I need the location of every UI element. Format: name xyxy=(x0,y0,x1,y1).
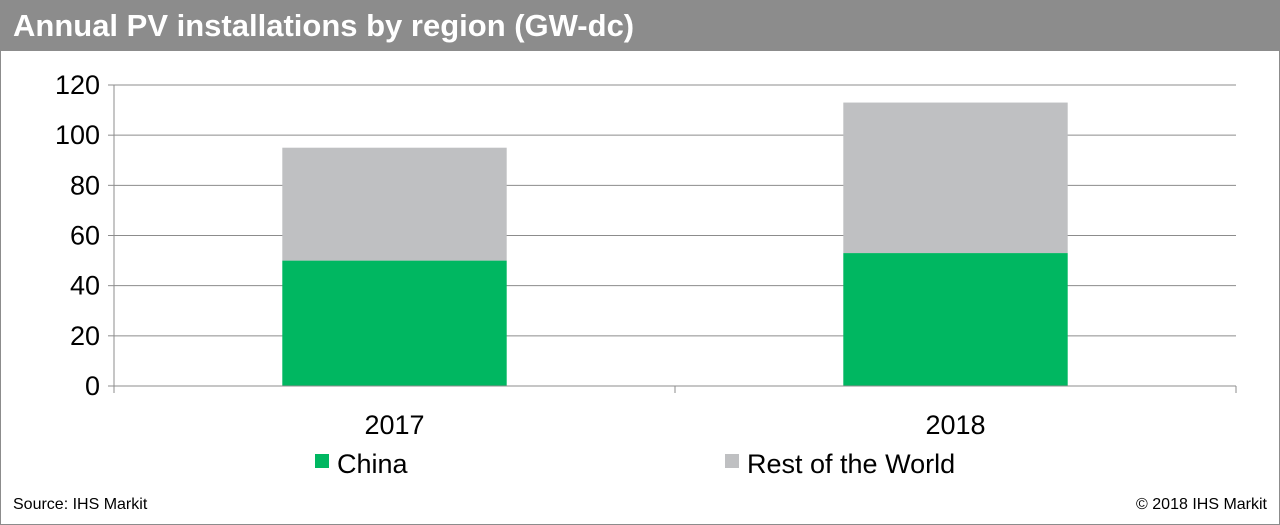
x-tick-label: 2018 xyxy=(925,410,985,440)
legend-swatch xyxy=(315,454,329,468)
axes: 0 20 40 60 80 100 120 2017 2018 xyxy=(55,70,1237,440)
y-tick-label: 100 xyxy=(55,120,100,150)
bars xyxy=(282,102,1068,386)
bar-china-2017 xyxy=(282,260,507,386)
x-tick-label: 2017 xyxy=(364,410,424,440)
source-note: Source: IHS Markit xyxy=(13,496,148,513)
legend-label: China xyxy=(337,449,409,479)
y-tick-label: 20 xyxy=(70,321,100,351)
y-tick-label: 80 xyxy=(70,170,100,200)
bar-rest-of-the-world-2017 xyxy=(282,147,507,261)
legend: China Rest of the World xyxy=(315,449,955,479)
chart-title: Annual PV installations by region (GW-dc… xyxy=(13,8,635,43)
y-tick-label: 40 xyxy=(70,271,100,301)
bar-china-2018 xyxy=(843,253,1068,386)
y-tick-label: 120 xyxy=(55,70,100,100)
y-tick-label: 60 xyxy=(70,221,100,251)
y-tick-label: 0 xyxy=(85,371,100,401)
bar-rest-of-the-world-2018 xyxy=(843,102,1068,254)
copyright-note: © 2018 IHS Markit xyxy=(1136,496,1267,513)
legend-swatch xyxy=(725,454,739,468)
legend-label: Rest of the World xyxy=(747,449,955,479)
title-bar: Annual PV installations by region (GW-dc… xyxy=(1,1,1279,51)
